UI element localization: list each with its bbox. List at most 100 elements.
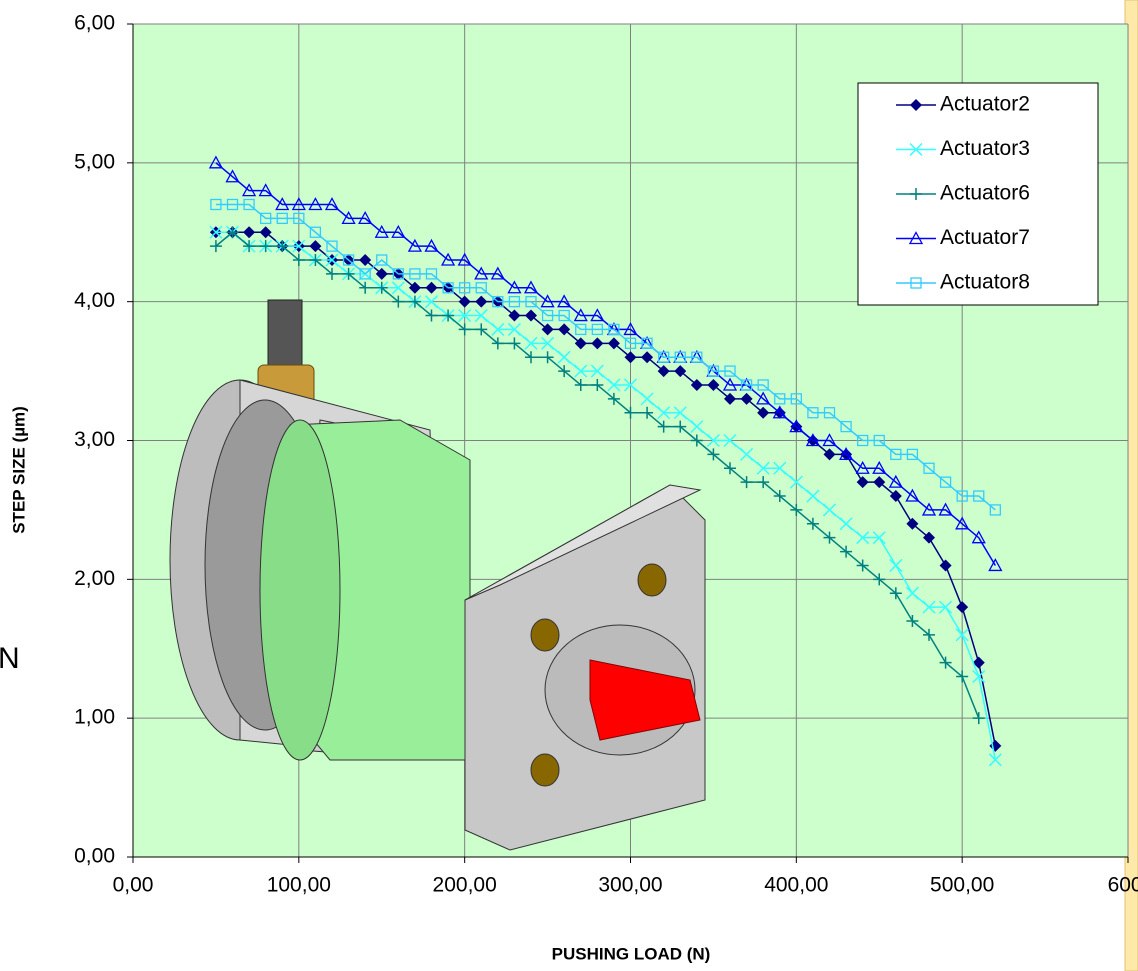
marker (707, 378, 720, 391)
marker (988, 753, 1002, 767)
marker (541, 336, 555, 350)
marker (341, 211, 356, 225)
marker (309, 254, 322, 267)
marker (641, 406, 654, 419)
y-axis-title: STEP SIZE (µm) (9, 406, 28, 534)
marker (359, 254, 372, 267)
marker (623, 378, 638, 392)
marker (857, 434, 869, 447)
marker (574, 378, 587, 391)
marker (889, 587, 902, 600)
marker (956, 601, 969, 614)
marker (938, 502, 953, 516)
marker (790, 393, 802, 405)
y-tick-label: 4,00 (74, 289, 115, 312)
marker (641, 351, 654, 364)
marker (973, 490, 985, 502)
marker (407, 238, 423, 252)
marker (740, 379, 753, 391)
marker (358, 211, 373, 225)
marker (789, 419, 804, 433)
marker (392, 268, 404, 280)
marker (822, 433, 837, 447)
marker (757, 476, 770, 489)
marker (292, 254, 305, 267)
marker (308, 197, 323, 211)
marker (409, 268, 421, 280)
y-tick-label: 2,00 (74, 567, 115, 590)
marker (923, 462, 935, 474)
marker (756, 461, 770, 475)
marker (956, 670, 969, 683)
marker (260, 212, 272, 225)
marker (574, 337, 587, 350)
marker (293, 212, 305, 225)
marker (640, 392, 654, 406)
marker (590, 364, 604, 378)
marker (910, 277, 922, 289)
y-tick-label: 6,00 (74, 12, 115, 35)
marker (408, 295, 421, 308)
marker (442, 309, 455, 322)
marker (890, 448, 902, 461)
marker (624, 351, 637, 364)
marker (457, 252, 472, 266)
marker (856, 559, 869, 572)
marker (459, 282, 471, 294)
marker (540, 294, 555, 308)
marker (873, 434, 885, 447)
marker (905, 488, 920, 502)
marker (658, 351, 670, 363)
marker (607, 337, 620, 350)
marker (575, 323, 587, 336)
marker (905, 586, 919, 600)
marker (740, 476, 753, 489)
marker (674, 351, 686, 363)
y-tick-label: 5,00 (74, 150, 115, 173)
marker (722, 377, 738, 391)
marker (392, 295, 405, 308)
marker (840, 545, 853, 558)
marker (226, 198, 239, 211)
marker (657, 420, 670, 433)
x-tick-label: 200,00 (433, 874, 497, 897)
marker (988, 558, 1003, 572)
x-tick-label: 500,00 (930, 874, 994, 897)
marker (673, 406, 687, 420)
x-tick-label: 300,00 (598, 874, 662, 897)
marker (906, 517, 919, 530)
marker (507, 280, 522, 294)
y-tick-label: 0,00 (74, 845, 115, 868)
marker (374, 224, 389, 238)
marker (623, 322, 638, 336)
marker (955, 516, 970, 530)
marker (690, 434, 703, 447)
marker (641, 337, 653, 349)
marker (822, 503, 837, 517)
marker (243, 226, 256, 239)
marker (806, 489, 820, 503)
marker (458, 295, 471, 308)
marker (608, 323, 620, 336)
marker (657, 365, 670, 378)
marker (971, 530, 986, 544)
marker (823, 531, 836, 544)
marker (309, 240, 322, 253)
marker (823, 407, 836, 419)
annotation: N (0, 642, 20, 675)
marker (888, 474, 903, 488)
marker (475, 282, 487, 294)
legend-label: Actuator3 (940, 137, 1030, 160)
marker (442, 282, 454, 294)
marker (492, 296, 504, 308)
series-line (215, 203, 996, 511)
marker (690, 420, 704, 434)
marker (889, 490, 902, 503)
marker (573, 308, 588, 322)
marker (939, 559, 952, 572)
marker (910, 188, 922, 200)
marker (707, 448, 720, 461)
x-tick-label: 100,00 (267, 874, 331, 897)
x-tick-label: 400,00 (764, 874, 828, 897)
